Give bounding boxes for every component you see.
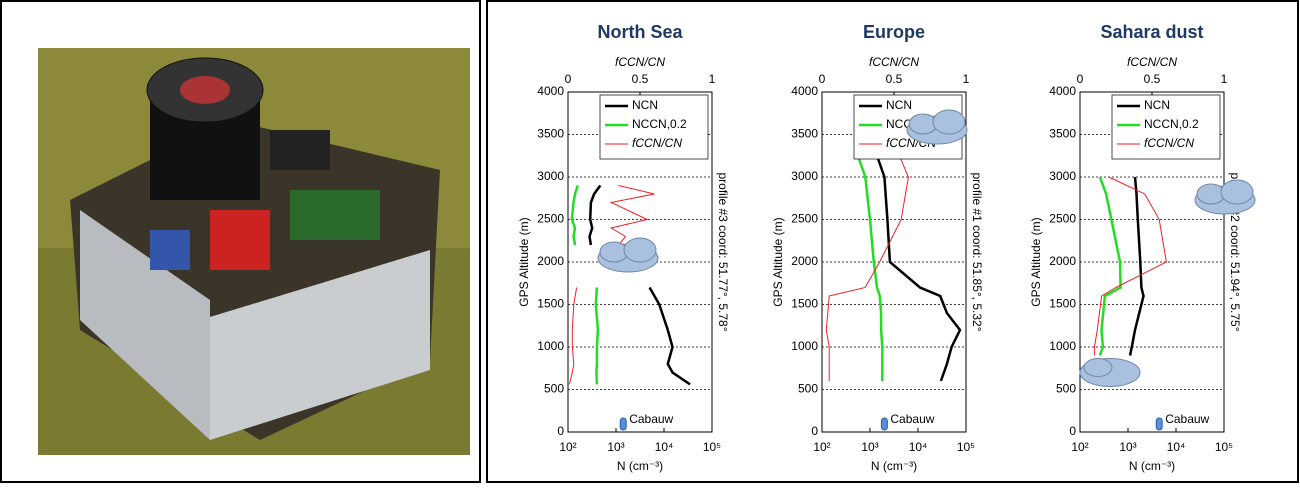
legend-label: NCN [1144, 98, 1170, 112]
x2-axis-label: fCCN/CN [1127, 55, 1177, 69]
profile-line [1100, 177, 1121, 356]
legend-label: NCCN,0.2 [1144, 117, 1199, 131]
y-tick-label: 1000 [1049, 339, 1076, 353]
y-axis-label: GPS Altitude (m) [771, 217, 785, 306]
x2-axis-label: fCCN/CN [615, 55, 665, 69]
y-tick-label: 4000 [537, 84, 564, 98]
cloud [907, 110, 967, 144]
y-tick-label: 0 [811, 424, 818, 438]
legend-label: NCN [886, 98, 912, 112]
y-tick-label: 4000 [791, 84, 818, 98]
y-tick-label: 3000 [1049, 169, 1076, 183]
profile-line [572, 186, 598, 385]
legend-label: fCCN/CN [632, 136, 682, 150]
y-tick-label: 3000 [537, 169, 564, 183]
site-marker [881, 418, 887, 430]
profile-line [826, 135, 908, 382]
profile-line [1130, 177, 1144, 356]
site-label: Cabauw [1165, 412, 1209, 426]
x-tick-label: 10³ [861, 440, 878, 454]
x2-tick-label: 1 [963, 72, 970, 86]
y-axis-label: GPS Altitude (m) [517, 217, 531, 306]
profile-line [855, 135, 883, 382]
y-axis-label: GPS Altitude (m) [1029, 217, 1043, 306]
y-tick-label: 4000 [1049, 84, 1076, 98]
x-tick-label: 10³ [1119, 440, 1136, 454]
y-tick-label: 0 [1069, 424, 1076, 438]
x-tick-label: 10⁴ [909, 440, 928, 454]
x-axis-label: N (cm⁻³) [871, 459, 917, 473]
x-axis-label: N (cm⁻³) [1129, 459, 1175, 473]
x-tick-label: 10² [813, 440, 830, 454]
cloud-part [1221, 180, 1253, 204]
y-tick-label: 1500 [791, 297, 818, 311]
y-tick-label: 500 [798, 382, 818, 396]
x-tick-label: 10⁵ [1215, 440, 1233, 454]
profile-annotation: profile #1 coord: 51.85°, 5.32° [970, 172, 984, 331]
x2-tick-label: 0 [1077, 72, 1084, 86]
x-tick-label: 10² [1071, 440, 1088, 454]
x-tick-label: 10⁴ [655, 440, 674, 454]
y-tick-label: 3000 [791, 169, 818, 183]
x2-tick-label: 0.5 [632, 72, 649, 86]
y-tick-label: 0 [557, 424, 564, 438]
y-tick-label: 1500 [1049, 297, 1076, 311]
x-axis-label: N (cm⁻³) [617, 459, 663, 473]
cloud [598, 238, 658, 272]
x-tick-label: 10² [559, 440, 576, 454]
y-tick-label: 2000 [1049, 254, 1076, 268]
chart-title: North Sea [597, 22, 683, 42]
x2-tick-label: 0 [819, 72, 826, 86]
y-tick-label: 2000 [791, 254, 818, 268]
y-tick-label: 1500 [537, 297, 564, 311]
x-tick-label: 10⁵ [957, 440, 975, 454]
profile-line [569, 186, 654, 385]
photo [38, 48, 470, 455]
chart-title: Europe [863, 22, 925, 42]
page: North Sea fCCN/CN N (cm⁻³) GPS Altitude (m)… [0, 0, 1300, 488]
profile-annotation: profile #3 coord: 51.77°, 5.78° [716, 172, 730, 331]
cloud-part [624, 238, 656, 262]
cloud-part [933, 110, 965, 134]
x-tick-label: 10³ [607, 440, 624, 454]
y-tick-label: 3500 [537, 127, 564, 141]
x2-tick-label: 1 [709, 72, 716, 86]
site-label: Cabauw [890, 412, 934, 426]
site-marker [1156, 418, 1162, 430]
profile-line [1094, 177, 1166, 356]
figure: North Sea fCCN/CN N (cm⁻³) GPS Altitude (m)… [0, 0, 1300, 483]
legend-label: NCCN,0.2 [632, 117, 687, 131]
x-tick-label: 10⁵ [703, 440, 721, 454]
y-tick-label: 1000 [791, 339, 818, 353]
y-tick-label: 2500 [791, 212, 818, 226]
y-tick-label: 3500 [791, 127, 818, 141]
cloud-part [1084, 359, 1112, 377]
y-tick-label: 2500 [1049, 212, 1076, 226]
profile-line [870, 135, 960, 382]
x2-tick-label: 0.5 [1144, 72, 1161, 86]
site-label: Cabauw [629, 412, 673, 426]
profile-line [590, 186, 691, 385]
chart-title: Sahara dust [1100, 22, 1203, 42]
site-marker [620, 418, 626, 430]
y-tick-label: 500 [1056, 382, 1076, 396]
legend-label: NCN [632, 98, 658, 112]
legend-label: fCCN/CN [1144, 136, 1194, 150]
x2-tick-label: 0 [565, 72, 572, 86]
x-tick-label: 10⁴ [1167, 440, 1186, 454]
y-tick-label: 2000 [537, 254, 564, 268]
x2-tick-label: 0.5 [886, 72, 903, 86]
x2-tick-label: 1 [1221, 72, 1228, 86]
x2-axis-label: fCCN/CN [869, 55, 919, 69]
y-tick-label: 2500 [537, 212, 564, 226]
y-tick-label: 1000 [537, 339, 564, 353]
y-tick-label: 3500 [1049, 127, 1076, 141]
y-tick-label: 500 [544, 382, 564, 396]
